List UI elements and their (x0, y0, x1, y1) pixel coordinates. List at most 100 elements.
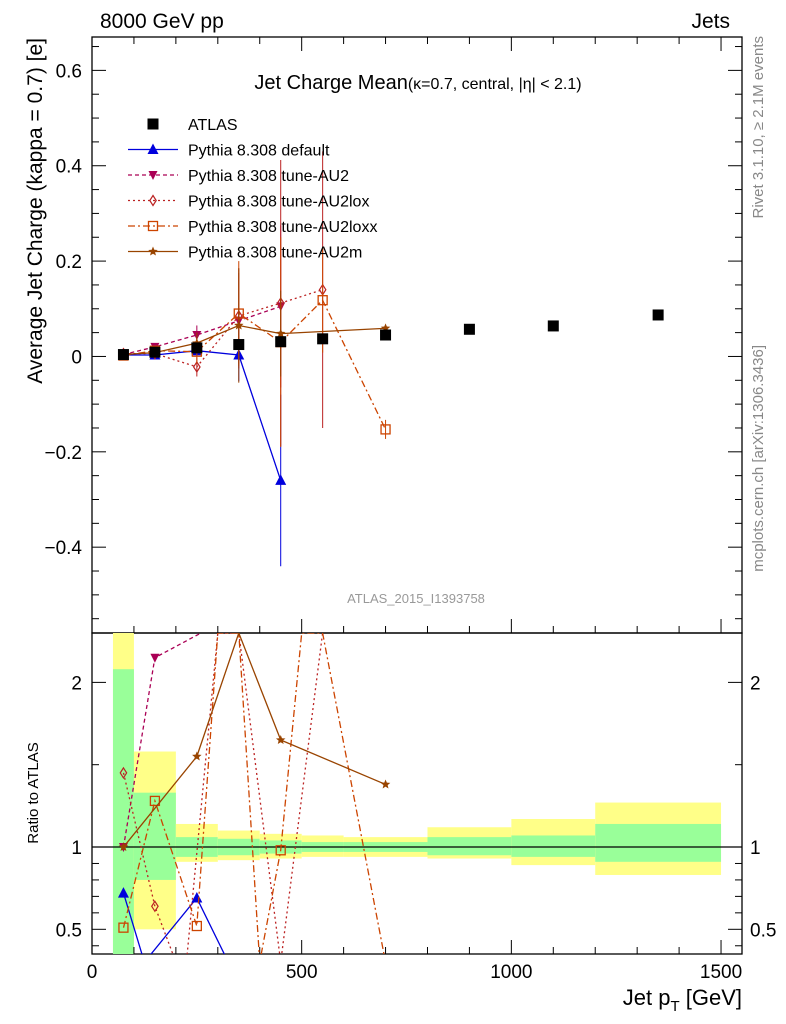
data-point (117, 349, 129, 361)
data-point (547, 320, 559, 332)
series-pythia-8-308-tune-au2m (118, 268, 391, 383)
ratio-band-green (112, 669, 134, 954)
legend-label: Pythia 8.308 tune-AU2m (188, 245, 362, 262)
legend-marker (147, 118, 159, 130)
ratio-panel (91, 632, 743, 955)
ratio-axis-ticks: 0.5 0.5 1 1 2 2 0 500 1000 1500 (56, 673, 777, 983)
header-right: Jets (691, 10, 730, 33)
ratio-y-tick-label-right: 2 (750, 673, 761, 694)
ratio-y-tick-label: 1 (71, 838, 82, 859)
data-point (191, 342, 203, 354)
ratio-series-group (117, 633, 391, 954)
legend-label: Pythia 8.308 default (188, 143, 330, 160)
ratio-point (191, 920, 202, 932)
data-point (652, 309, 664, 321)
legend-marker (147, 143, 159, 154)
data-point (233, 339, 245, 351)
data-point (317, 333, 329, 345)
ratio-line (122, 633, 386, 848)
data-point (380, 323, 391, 333)
x-tick-label: 0 (87, 962, 98, 983)
ratio-point (149, 795, 161, 807)
series-pythia-8-308-tune-au2loxx (118, 237, 391, 448)
ratio-pythia-8-308-default (117, 887, 226, 954)
ratio-y-tick-label-right: 1 (750, 838, 761, 859)
legend-label: Pythia 8.308 tune-AU2lox (188, 194, 369, 211)
main-series-layer (117, 151, 664, 567)
ratio-pythia-8-308-tune-au2lox (119, 633, 324, 954)
ratio-point (380, 779, 391, 789)
ratio-line (122, 633, 385, 954)
ratio-point (118, 922, 129, 933)
ratio-pythia-8-308-tune-au2loxx (118, 633, 385, 954)
legend-item: Pythia 8.308 tune-AU2m (128, 245, 362, 262)
watermark: ATLAS_2015_I1393758 (347, 591, 485, 606)
ratio-band-green (427, 837, 512, 856)
legend-item: ATLAS (147, 117, 238, 134)
data-point (234, 320, 244, 330)
series-line (123, 305, 281, 356)
legend-label: Pythia 8.308 tune-AU2 (188, 168, 349, 185)
ratio-series-layer (117, 633, 391, 954)
ratio-pythia-8-308-tune-au2m (118, 633, 391, 852)
x-tick-label: 1500 (700, 962, 742, 983)
ratio-point (118, 842, 129, 852)
legend-item: Pythia 8.308 tune-AU2lox (128, 194, 369, 211)
series-line (123, 299, 387, 430)
legend-label: ATLAS (188, 117, 238, 134)
legend-item: Pythia 8.308 tune-AU2loxx (128, 219, 377, 236)
series-pythia-8-308-default (117, 328, 287, 567)
data-point (380, 329, 392, 341)
chart-title-main: Jet Charge Mean (254, 72, 407, 94)
data-point (317, 295, 328, 306)
ratio-point (275, 845, 286, 856)
ratio-point (150, 653, 160, 663)
legend: ATLAS Pythia 8.308 default Pythia 8.308 tu… (128, 117, 377, 262)
chart-title: Jet Charge Mean(κ=0.7, central, |η| < 2.… (254, 72, 581, 94)
x-tick-label: 500 (286, 962, 318, 983)
data-point (463, 323, 475, 335)
data-point (192, 360, 201, 374)
legend-marker (149, 194, 157, 207)
data-point (380, 424, 391, 435)
series-line (123, 350, 282, 481)
ratio-y-tick-label: 0.5 (56, 920, 82, 941)
ratio-line (122, 892, 226, 954)
ratio-point (192, 751, 202, 761)
side-label-top: Rivet 3.1.10, ≥ 2.1M events (750, 36, 767, 219)
ratio-line (122, 633, 324, 954)
legend-marker (148, 246, 158, 256)
main-axis-ticks: −0.4 −0.2 0 0.2 0.4 0.6 (44, 37, 742, 633)
x-tick-label: 1000 (490, 962, 532, 983)
ratio-point (150, 900, 159, 913)
legend-label: Pythia 8.308 tune-AU2loxx (188, 219, 377, 236)
side-label-bottom: mcplots.cern.ch [arXiv:1306.3436] (750, 345, 767, 572)
legend-item: Pythia 8.308 default (128, 143, 330, 160)
y-tick-label: 0.6 (56, 61, 82, 82)
ratio-y-tick-label-right: 0.5 (750, 920, 776, 941)
data-point (149, 346, 161, 358)
y-tick-label: 0.4 (56, 157, 83, 178)
ratio-y-tick-label: 2 (71, 673, 82, 694)
y-axis-label-main: Average Jet Charge (kappa = 0.7) [e] (24, 38, 47, 384)
y-tick-label: 0.2 (56, 252, 82, 273)
legend-marker (148, 171, 158, 180)
y-tick-label: 0 (71, 347, 82, 368)
data-point (275, 474, 287, 485)
chart-title-sub: (κ=0.7, central, |η| < 2.1) (408, 76, 582, 93)
ratio-point (191, 892, 203, 903)
legend-item: Pythia 8.308 tune-AU2 (128, 168, 349, 185)
y-tick-label: −0.4 (44, 538, 82, 559)
y-axis-label-ratio: Ratio to ATLAS (25, 742, 42, 843)
data-point (275, 328, 286, 338)
x-axis-label: Jet pT [GeV] (623, 985, 742, 1015)
y-tick-label: −0.2 (44, 443, 82, 464)
ratio-point (275, 735, 286, 745)
legend-marker (147, 220, 159, 232)
data-point (275, 336, 287, 348)
header-left: 8000 GeV pp (100, 10, 224, 33)
ratio-point (117, 887, 129, 898)
series-atlas (117, 309, 664, 361)
ratio-band-green (511, 835, 596, 857)
